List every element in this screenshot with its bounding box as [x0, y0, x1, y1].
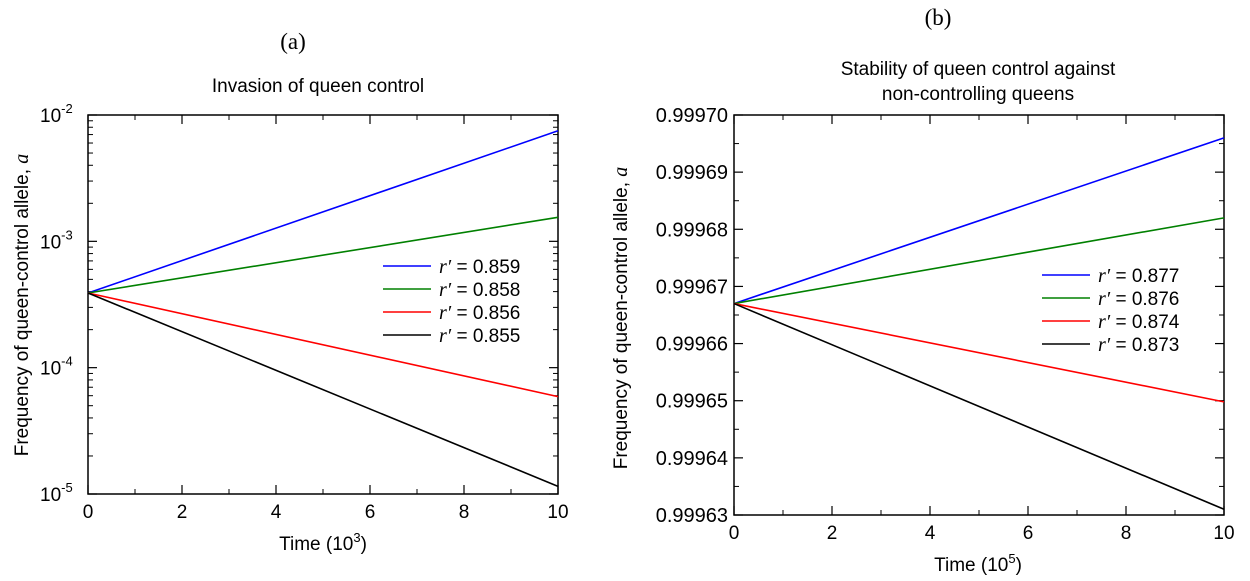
panel-b-x-tick-label: 6: [1023, 523, 1034, 544]
panel-a-y-axis-label-text: Frequency of queen-control allele,: [12, 164, 33, 457]
panel-b-y-tick-label: 0.99967: [656, 276, 728, 298]
panel-a-y-axis-label: Frequency of queen-control allele, a: [11, 154, 33, 457]
panel-a-title: Invasion of queen control: [212, 76, 424, 97]
panel-a-series-line-1: [87, 130, 559, 294]
panel-a-y-tick-label: 10-3: [40, 227, 73, 253]
panel-a-series-line-4: [87, 292, 559, 488]
panel-b-y-tick-label: 0.99965: [656, 391, 728, 413]
panel-b-x-axis-label: Time (105): [934, 551, 1022, 576]
panel-b-legend-label-1: r′ = 0.877: [1098, 265, 1179, 287]
panel-b-x-tick-label: 4: [925, 523, 936, 544]
panel-b-y-axis-label-text: Frequency of queen-control allele,: [611, 177, 632, 470]
panel-a: (a) Invasion of queen control 0 2 4 6 8 10 10-…: [11, 29, 569, 555]
panel-a-y-tick-label: 10-2: [40, 101, 73, 127]
panel-b-y-axis-label: Frequency of queen-control allele, a: [610, 167, 632, 470]
panel-b-x-axis-label-close: ): [1016, 555, 1022, 576]
panel-b-y-tick-label: 0.99970: [656, 105, 728, 127]
panel-a-x-tick-label: 6: [365, 502, 376, 523]
panel-b-y-axis-label-var: a: [610, 167, 632, 177]
panel-b-x-tick-label: 8: [1121, 523, 1132, 544]
panel-b: (b) Stability of queen control against n…: [610, 5, 1235, 576]
panel-a-x-tick-label: 10: [547, 502, 568, 523]
panel-a-x-axis-label: Time (103): [279, 530, 367, 555]
panel-b-y-tick-label: 0.99963: [656, 505, 728, 527]
panel-a-x-axis-label-close: ): [361, 534, 367, 555]
panel-a-legend-label-2: r′ = 0.858: [439, 279, 520, 301]
panel-a-x-tick-label: 0: [83, 502, 94, 523]
panel-b-series: [733, 137, 1225, 511]
panel-a-series-line-3: [87, 292, 559, 398]
panel-b-x-tick-label: 10: [1213, 523, 1234, 544]
panel-b-label: (b): [925, 5, 952, 30]
panel-b-y-tick-label: 0.99968: [656, 219, 728, 241]
panel-a-series: [87, 130, 559, 488]
panel-a-series-line-2: [87, 216, 559, 294]
panel-b-legend-label-2: r′ = 0.876: [1098, 288, 1179, 310]
panel-b-x-tick-label: 0: [729, 523, 740, 544]
panel-a-y-axis-label-var: a: [11, 154, 33, 164]
panel-b-x-axis-label-text: Time (10: [934, 555, 1008, 576]
panel-a-x-axis-label-exp: 3: [353, 530, 360, 545]
panel-b-y-tick-label: 0.99966: [656, 334, 728, 356]
panel-b-ticks: 0 2 4 6 8 10 0.99963 0.99964 0.99965 0.99966 0.999…: [656, 105, 1235, 544]
panel-a-y-tick-label: 10-4: [40, 354, 73, 380]
panel-b-series-line-3: [733, 302, 1225, 403]
panel-b-legend-label-4: r′ = 0.873: [1098, 334, 1179, 356]
panel-a-x-axis-label-text: Time (10: [279, 534, 353, 555]
panel-b-legend-label-3: r′ = 0.874: [1098, 311, 1180, 333]
panel-a-label: (a): [280, 29, 306, 54]
panel-a-x-tick-label: 4: [271, 502, 282, 523]
panel-b-series-line-2: [733, 217, 1225, 305]
panel-b-y-tick-label: 0.99969: [656, 162, 728, 184]
panel-a-ticks: 0 2 4 6 8 10 10-5 10-4 10-3 10-2: [40, 101, 569, 523]
panel-a-legend-label-1: r′ = 0.859: [439, 256, 520, 278]
panel-a-legend-label-3: r′ = 0.856: [439, 302, 520, 324]
panel-a-legend-label-4: r′ = 0.855: [439, 325, 520, 347]
panel-b-title-line-2: non-controlling queens: [882, 84, 1074, 105]
panel-b-series-line-4: [733, 302, 1225, 511]
panel-b-series-line-1: [733, 137, 1225, 305]
panel-a-y-tick-label: 10-5: [40, 480, 73, 506]
panel-b-x-axis-label-exp: 5: [1008, 551, 1015, 566]
panel-b-y-tick-label: 0.99964: [656, 448, 728, 470]
panel-a-x-tick-label: 8: [459, 502, 470, 523]
panel-b-title-line-1: Stability of queen control against: [841, 59, 1116, 80]
panel-a-x-tick-label: 2: [177, 502, 188, 523]
panel-b-x-tick-label: 2: [827, 523, 838, 544]
